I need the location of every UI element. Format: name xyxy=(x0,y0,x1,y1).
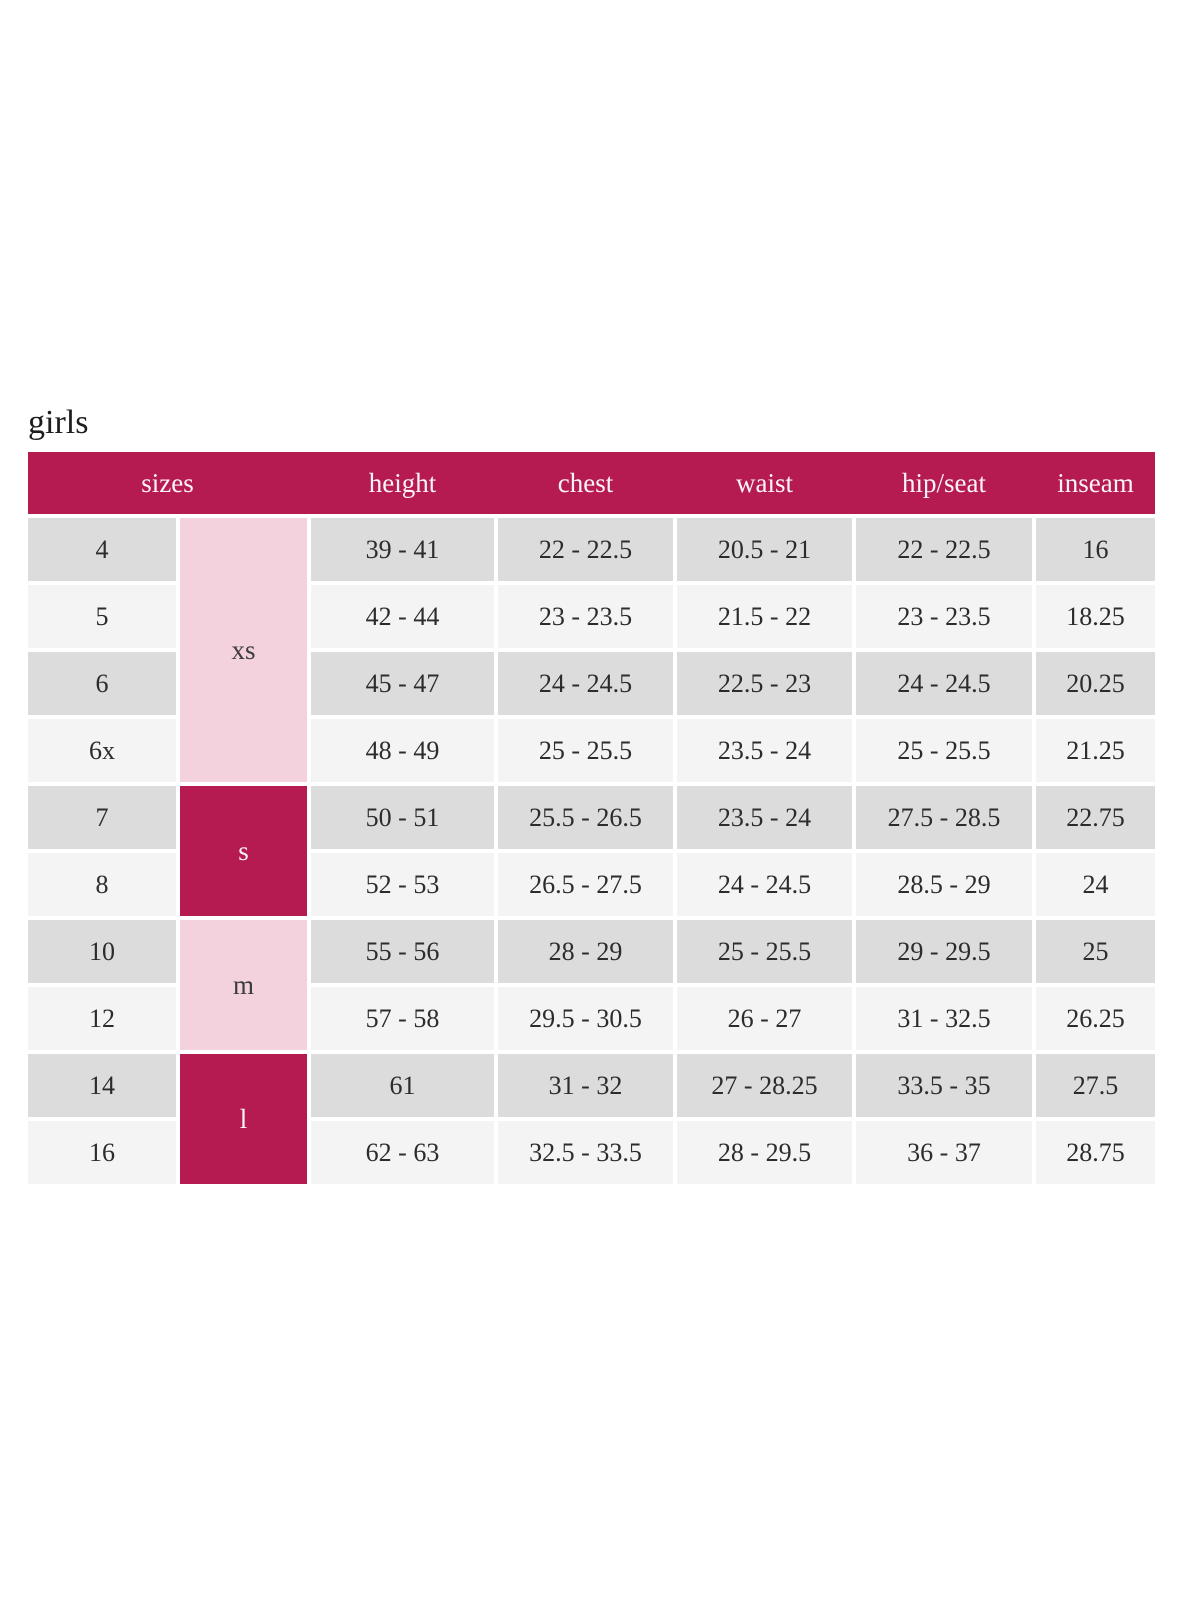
height-cell: 48 - 49 xyxy=(311,719,494,782)
height-cell: 45 - 47 xyxy=(311,652,494,715)
waist-cell: 24 - 24.5 xyxy=(677,853,852,916)
size-cell: 10 xyxy=(28,920,176,983)
column-header-inseam: inseam xyxy=(1057,467,1134,498)
inseam-cell: 24 xyxy=(1036,853,1155,916)
hip-seat-cell: 23 - 23.5 xyxy=(856,585,1032,648)
waist-cell: 23.5 - 24 xyxy=(677,719,852,782)
size-group-cell-m: m xyxy=(180,920,307,1050)
hip-seat-cell: 29 - 29.5 xyxy=(856,920,1032,983)
height-cell: 39 - 41 xyxy=(311,518,494,581)
hip-seat-cell: 25 - 25.5 xyxy=(856,719,1032,782)
inseam-cell: 20.25 xyxy=(1036,652,1155,715)
hip-seat-cell: 27.5 - 28.5 xyxy=(856,786,1032,849)
height-cell: 50 - 51 xyxy=(311,786,494,849)
height-cell: 61 xyxy=(311,1054,494,1117)
size-cell: 6 xyxy=(28,652,176,715)
column-header-hip-seat: hip/seat xyxy=(902,467,986,498)
chest-cell: 29.5 - 30.5 xyxy=(498,987,673,1050)
chest-cell: 25.5 - 26.5 xyxy=(498,786,673,849)
waist-cell: 27 - 28.25 xyxy=(677,1054,852,1117)
inseam-cell: 18.25 xyxy=(1036,585,1155,648)
chest-cell: 24 - 24.5 xyxy=(498,652,673,715)
waist-cell: 22.5 - 23 xyxy=(677,652,852,715)
inseam-cell: 26.25 xyxy=(1036,987,1155,1050)
waist-cell: 25 - 25.5 xyxy=(677,920,852,983)
chest-cell: 22 - 22.5 xyxy=(498,518,673,581)
column-header-sizes: sizes xyxy=(141,467,194,498)
size-cell: 5 xyxy=(28,585,176,648)
size-cell: 16 xyxy=(28,1121,176,1184)
column-header-waist: waist xyxy=(736,467,793,498)
size-cell: 4 xyxy=(28,518,176,581)
height-cell: 55 - 56 xyxy=(311,920,494,983)
waist-cell: 28 - 29.5 xyxy=(677,1121,852,1184)
size-cell: 6x xyxy=(28,719,176,782)
inseam-cell: 16 xyxy=(1036,518,1155,581)
chest-cell: 32.5 - 33.5 xyxy=(498,1121,673,1184)
hip-seat-cell: 33.5 - 35 xyxy=(856,1054,1032,1117)
inseam-cell: 22.75 xyxy=(1036,786,1155,849)
inseam-cell: 28.75 xyxy=(1036,1121,1155,1184)
size-cell: 14 xyxy=(28,1054,176,1117)
column-header-chest: chest xyxy=(557,467,614,498)
page-title: girls xyxy=(28,404,89,441)
waist-cell: 23.5 - 24 xyxy=(677,786,852,849)
chest-cell: 26.5 - 27.5 xyxy=(498,853,673,916)
hip-seat-cell: 31 - 32.5 xyxy=(856,987,1032,1050)
chest-cell: 25 - 25.5 xyxy=(498,719,673,782)
hip-seat-cell: 36 - 37 xyxy=(856,1121,1032,1184)
chest-cell: 31 - 32 xyxy=(498,1054,673,1117)
column-header-height: height xyxy=(368,467,437,498)
hip-seat-cell: 28.5 - 29 xyxy=(856,853,1032,916)
chest-cell: 23 - 23.5 xyxy=(498,585,673,648)
inseam-cell: 21.25 xyxy=(1036,719,1155,782)
hip-seat-cell: 24 - 24.5 xyxy=(856,652,1032,715)
height-cell: 62 - 63 xyxy=(311,1121,494,1184)
table-header-band xyxy=(28,452,1155,514)
chest-cell: 28 - 29 xyxy=(498,920,673,983)
girls-size-table: sizes height chest waist hip/seat inseam… xyxy=(28,452,1155,1184)
waist-cell: 26 - 27 xyxy=(677,987,852,1050)
waist-cell: 20.5 - 21 xyxy=(677,518,852,581)
size-cell: 8 xyxy=(28,853,176,916)
size-group-cell-s: s xyxy=(180,786,307,916)
height-cell: 57 - 58 xyxy=(311,987,494,1050)
size-cell: 12 xyxy=(28,987,176,1050)
size-group-cell-l: l xyxy=(180,1054,307,1184)
hip-seat-cell: 22 - 22.5 xyxy=(856,518,1032,581)
height-cell: 52 - 53 xyxy=(311,853,494,916)
height-cell: 42 - 44 xyxy=(311,585,494,648)
waist-cell: 21.5 - 22 xyxy=(677,585,852,648)
size-group-cell-xs: xs xyxy=(180,518,307,782)
inseam-cell: 25 xyxy=(1036,920,1155,983)
size-cell: 7 xyxy=(28,786,176,849)
inseam-cell: 27.5 xyxy=(1036,1054,1155,1117)
